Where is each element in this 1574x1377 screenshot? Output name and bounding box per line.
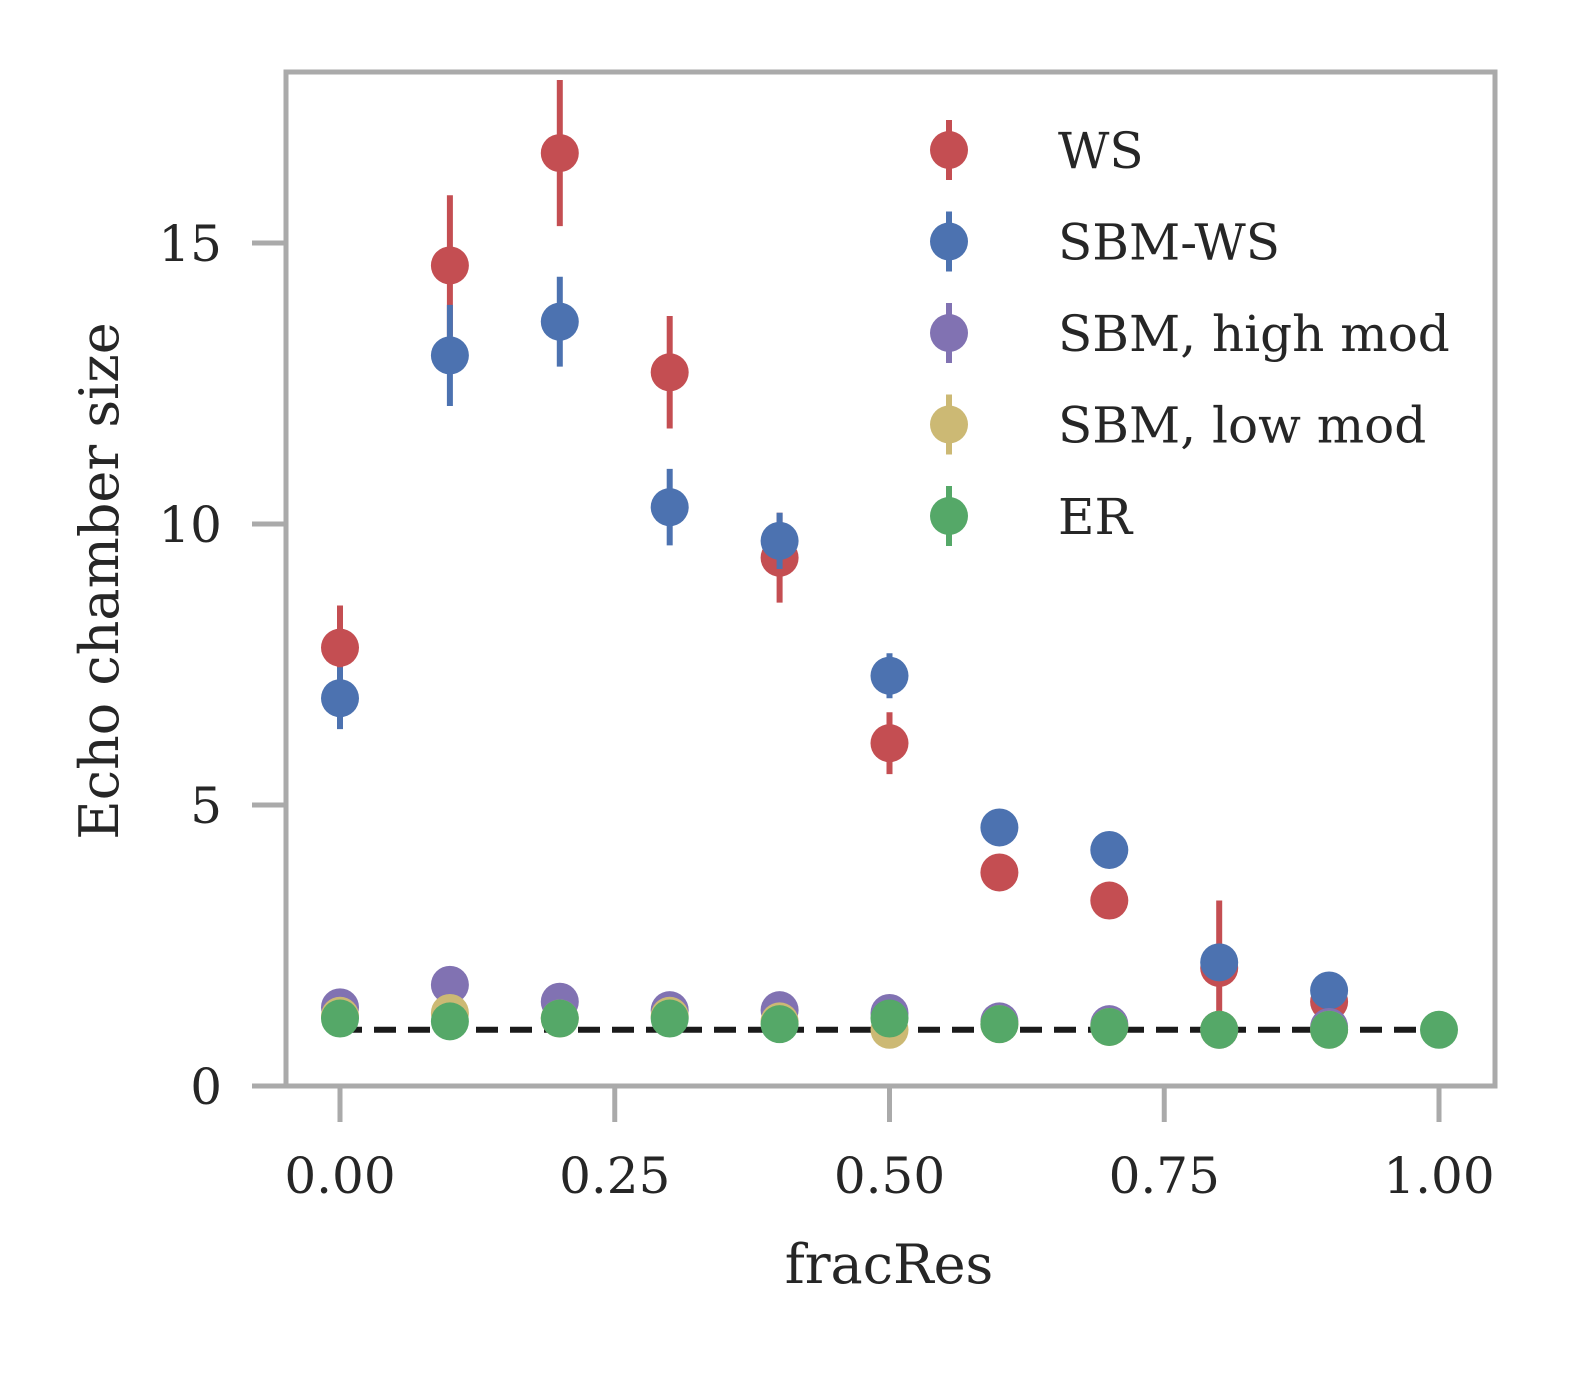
y-tick-label: 5 <box>190 777 222 835</box>
x-tick-label: 0.00 <box>284 1147 395 1205</box>
series-4 <box>321 999 1458 1049</box>
data-point <box>870 999 909 1038</box>
x-tick-label: 0.75 <box>1109 1147 1220 1205</box>
legend-marker <box>930 131 968 169</box>
y-axis-label: Echo chamber size <box>68 322 131 839</box>
legend-marker <box>930 222 968 261</box>
data-point <box>650 353 689 392</box>
data-point <box>321 628 359 667</box>
data-point <box>540 302 579 341</box>
data-point <box>540 134 579 173</box>
x-axis-label: fracRes <box>785 1233 994 1296</box>
legend-label: ER <box>1058 488 1133 546</box>
legend-label: SBM, high mod <box>1058 305 1450 363</box>
data-point <box>980 1005 1019 1044</box>
series-3 <box>321 993 1349 1049</box>
legend-marker <box>930 405 968 444</box>
legend-item: SBM, high mod <box>930 303 1450 363</box>
data-point <box>430 336 469 375</box>
data-point <box>430 1002 469 1041</box>
axis-ticks-layer: 0.00 0.25 0.50 0.75 1.00 0 5 10 15 <box>158 215 1494 1205</box>
plot-frame-layer <box>283 69 1498 1089</box>
data-point <box>980 808 1019 847</box>
data-point <box>1090 830 1129 869</box>
series-1 <box>321 276 1349 1010</box>
x-tick-label: 0.25 <box>559 1147 670 1205</box>
data-point <box>760 1005 799 1044</box>
legend-item: ER <box>930 486 1133 546</box>
legend-label: WS <box>1058 122 1144 180</box>
data-point <box>430 965 469 1004</box>
legend-item: WS <box>930 120 1144 180</box>
legend-item: SBM-WS <box>930 211 1280 272</box>
x-tick-label: 0.50 <box>834 1147 945 1205</box>
data-point <box>321 999 359 1038</box>
data-point <box>870 656 909 695</box>
y-tick-label: 10 <box>158 496 222 554</box>
data-point <box>1090 881 1129 920</box>
legend-label: SBM-WS <box>1058 214 1280 272</box>
x-tick-label: 1.00 <box>1383 1147 1494 1205</box>
data-point <box>1090 1007 1129 1046</box>
plot-frame <box>283 69 1498 1089</box>
legend-marker <box>930 497 968 535</box>
axis-labels-layer: fracRes Echo chamber size <box>68 322 993 1296</box>
legend-item: SBM, low mod <box>930 394 1426 455</box>
data-point <box>980 853 1019 892</box>
data-point <box>1200 1010 1239 1049</box>
y-tick-label: 0 <box>190 1058 222 1116</box>
data-point <box>430 246 469 285</box>
data-point <box>870 724 909 763</box>
data-point <box>321 679 359 718</box>
series-2 <box>321 965 1349 1049</box>
legend: WS SBM-WS SBM, high mod SBM, low mod ER <box>930 120 1450 546</box>
data-point <box>760 521 799 560</box>
legend-marker <box>930 314 968 352</box>
legend-label: SBM, low mod <box>1058 397 1426 455</box>
data-point <box>650 999 689 1038</box>
y-tick-label: 15 <box>158 215 222 273</box>
data-point <box>540 999 579 1038</box>
data-point <box>1420 1010 1458 1049</box>
data-point <box>1310 971 1349 1010</box>
data-marks-layer <box>321 80 1458 1049</box>
data-point <box>1310 1010 1349 1049</box>
data-point <box>1200 943 1239 982</box>
data-point <box>650 488 689 527</box>
